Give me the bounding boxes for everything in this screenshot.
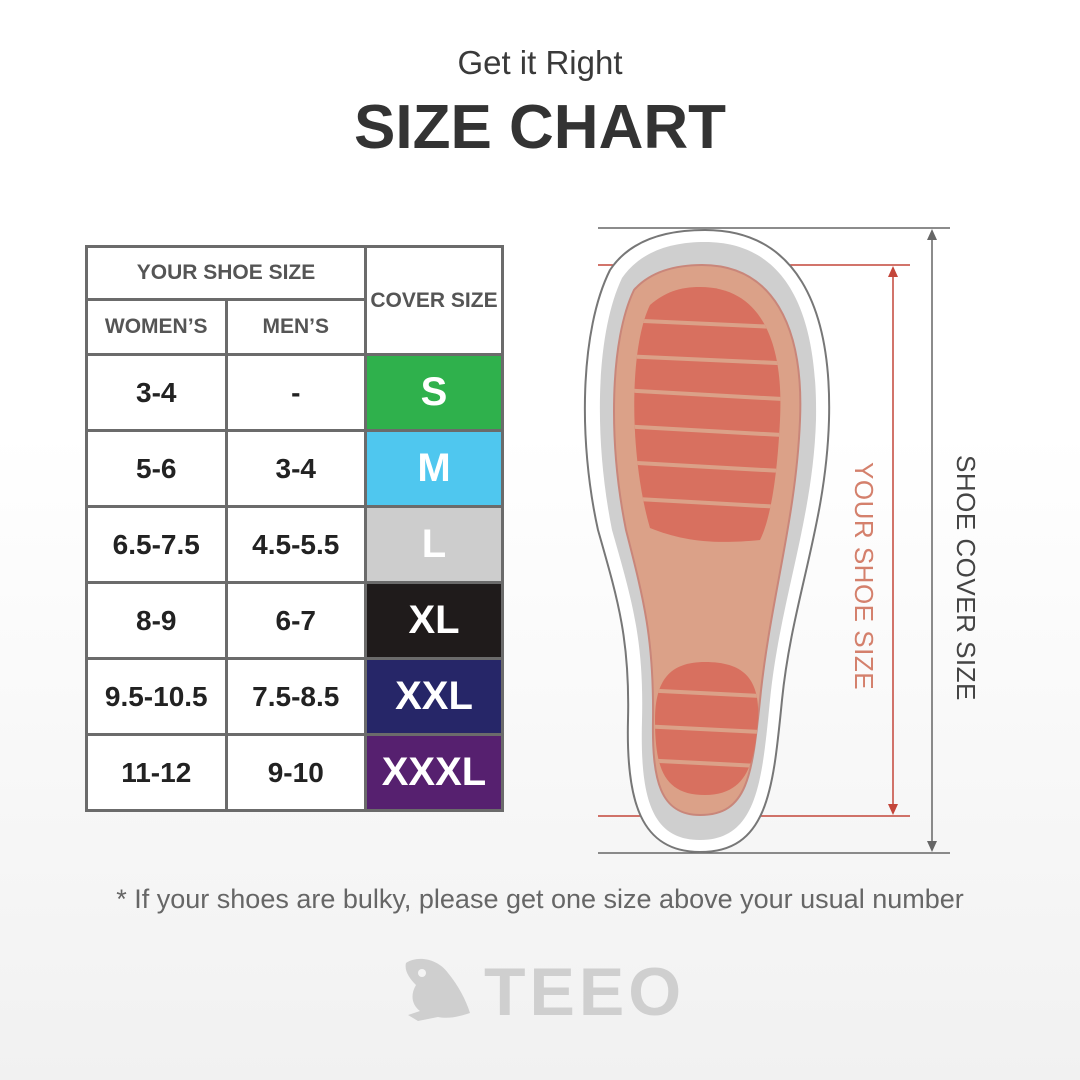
womens-size: 5-6 — [85, 429, 228, 508]
your-shoe-size-label: YOUR SHOE SIZE — [849, 462, 879, 691]
header-womens: WOMEN’S — [85, 298, 228, 356]
table-row: 3-4 - S — [85, 353, 504, 432]
table-row: 9.5-10.5 7.5-8.5 XXL — [85, 657, 504, 736]
cover-size-badge: XXL — [364, 657, 504, 736]
header-cover-size: COVER SIZE — [364, 245, 504, 356]
mens-size: - — [224, 353, 367, 432]
bulky-shoes-note: * If your shoes are bulky, please get on… — [116, 884, 964, 914]
womens-size: 8-9 — [85, 581, 228, 660]
page-title: SIZE CHART — [354, 93, 726, 162]
cover-size-badge: S — [364, 353, 504, 432]
womens-size: 11-12 — [85, 733, 228, 812]
cover-size-badge: M — [364, 429, 504, 508]
forefoot-tread — [634, 287, 781, 542]
frog-icon — [405, 958, 470, 1021]
table-row: 6.5-7.5 4.5-5.5 L — [85, 505, 504, 584]
mens-size: 9-10 — [224, 733, 367, 812]
teeo-logo: TEEO — [398, 955, 688, 1030]
header-your-shoe-size: YOUR SHOE SIZE — [85, 245, 367, 301]
cover-size-badge: XXXL — [364, 733, 504, 812]
mens-size: 4.5-5.5 — [224, 505, 367, 584]
table-row: 8-9 6-7 XL — [85, 581, 504, 660]
header-mens: MEN’S — [224, 298, 367, 356]
mens-size: 3-4 — [224, 429, 367, 508]
womens-size: 6.5-7.5 — [85, 505, 228, 584]
shoe-cover-size-label: SHOE COVER SIZE — [951, 455, 981, 701]
table-row: 5-6 3-4 M — [85, 429, 504, 508]
table-row: 11-12 9-10 XXXL — [85, 733, 504, 812]
womens-size: 9.5-10.5 — [85, 657, 228, 736]
mens-size: 6-7 — [224, 581, 367, 660]
cover-size-badge: L — [364, 505, 504, 584]
cover-size-badge: XL — [364, 581, 504, 660]
subtitle: Get it Right — [457, 44, 623, 81]
size-table: YOUR SHOE SIZE COVER SIZE WOMEN’S MEN’S … — [85, 245, 504, 812]
measure-lines — [598, 227, 950, 854]
logo-text: TEEO — [484, 954, 686, 1030]
womens-size: 3-4 — [85, 353, 228, 432]
mens-size: 7.5-8.5 — [224, 657, 367, 736]
heel-tread — [655, 662, 759, 795]
